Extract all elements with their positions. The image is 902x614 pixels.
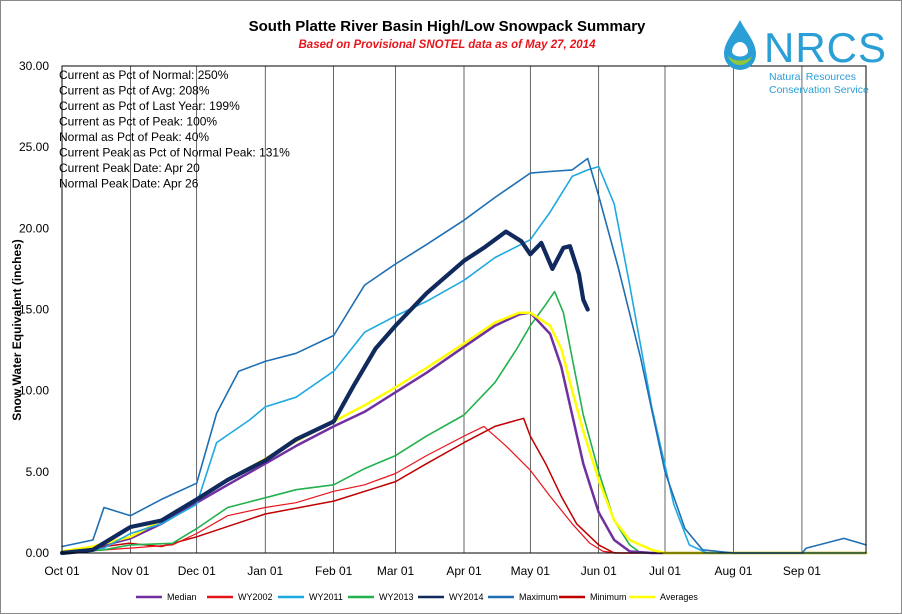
x-tick-label: Feb 01 — [315, 564, 353, 578]
stat-line: Current as Pct of Peak: 100% — [59, 115, 217, 129]
legend-label: Median — [167, 592, 197, 602]
series-line-wy2011 — [61, 165, 867, 554]
logo-line-1: Natural Resources — [769, 71, 856, 83]
legend-label: Maximum — [519, 592, 558, 602]
series-group — [59, 157, 868, 556]
legend: Median WY2002 WY2011 WY2013 WY2014 Maximum Min… — [136, 592, 698, 602]
stat-line: Current Peak as Pct of Normal Peak: 131% — [59, 146, 290, 160]
y-tick-label: 0.00 — [26, 546, 50, 560]
y-tick-label: 5.00 — [26, 465, 50, 479]
series-line-wy2014 — [59, 229, 590, 556]
stat-line: Current Peak Date: Apr 20 — [59, 161, 200, 175]
legend-item-wy2011: WY2011 — [278, 592, 343, 602]
x-tick-label: Apr 01 — [446, 564, 482, 578]
legend-item-median: Median — [136, 592, 197, 602]
stat-line: Current as Pct of Last Year: 199% — [59, 99, 240, 113]
stat-line: Current as Pct of Avg: 208% — [59, 84, 210, 98]
x-tick-label: May 01 — [511, 564, 551, 578]
x-tick-label: Nov 01 — [111, 564, 149, 578]
logo-line-2: Conservation Service — [769, 84, 869, 96]
leaf-accent-icon — [728, 56, 752, 65]
chart-title: South Platte River Basin High/Low Snowpa… — [249, 18, 646, 35]
legend-item-maximum: Maximum — [488, 592, 558, 602]
y-tick-label: 15.00 — [19, 303, 49, 317]
x-tick-label: Jun 01 — [581, 564, 617, 578]
y-axis: 0.00 5.00 10.00 15.00 20.00 25.00 30.00 — [19, 59, 49, 560]
legend-label: WY2013 — [379, 592, 414, 602]
y-tick-label: 10.00 — [19, 384, 49, 398]
series-line-maximum — [61, 157, 867, 554]
legend-label: Averages — [660, 592, 698, 602]
series-line-minimum — [61, 417, 867, 554]
legend-item-averages: Averages — [629, 592, 698, 602]
stats-block: Current as Pct of Normal: 250% Current as… — [59, 68, 290, 191]
x-tick-label: Mar 01 — [377, 564, 415, 578]
x-tick-label: Dec 01 — [178, 564, 216, 578]
series-line-wy2002 — [61, 425, 867, 554]
series-line-wy2013 — [61, 290, 867, 554]
stat-line: Current as Pct of Normal: 250% — [59, 68, 229, 82]
x-tick-label: Sep 01 — [783, 564, 821, 578]
logo-name: NRCS — [764, 24, 887, 71]
legend-item-wy2014: WY2014 — [418, 592, 484, 602]
legend-label: WY2002 — [238, 592, 273, 602]
y-tick-label: 20.00 — [19, 221, 49, 235]
x-tick-label: Oct 01 — [44, 564, 80, 578]
chart-subtitle: Based on Provisional SNOTEL data as of M… — [299, 39, 597, 51]
gridlines — [130, 66, 803, 553]
nrcs-logo: NRCS Natural Resources Conservation Serv… — [724, 20, 887, 96]
legend-item-minimum: Minimum — [559, 592, 627, 602]
stat-line: Normal as Pct of Peak: 40% — [59, 130, 209, 144]
y-tick-label: 25.00 — [19, 140, 49, 154]
x-tick-label: Aug 01 — [714, 564, 752, 578]
y-axis-label: Snow Water Equivalent (inches) — [10, 239, 24, 421]
legend-label: WY2014 — [449, 592, 484, 602]
plot-area — [61, 65, 867, 554]
x-tick-label: Jul 01 — [649, 564, 681, 578]
legend-item-wy2002: WY2002 — [207, 592, 273, 602]
x-tick-label: Jan 01 — [247, 564, 283, 578]
legend-label: WY2011 — [309, 592, 343, 602]
legend-label: Minimum — [590, 592, 627, 602]
y-tick-label: 30.00 — [19, 59, 49, 73]
x-axis: Oct 01 Nov 01 Dec 01 Jan 01 Feb 01 Mar 01 Apr … — [44, 564, 821, 578]
legend-item-wy2013: WY2013 — [348, 592, 414, 602]
stat-line: Normal Peak Date: Apr 26 — [59, 177, 199, 191]
